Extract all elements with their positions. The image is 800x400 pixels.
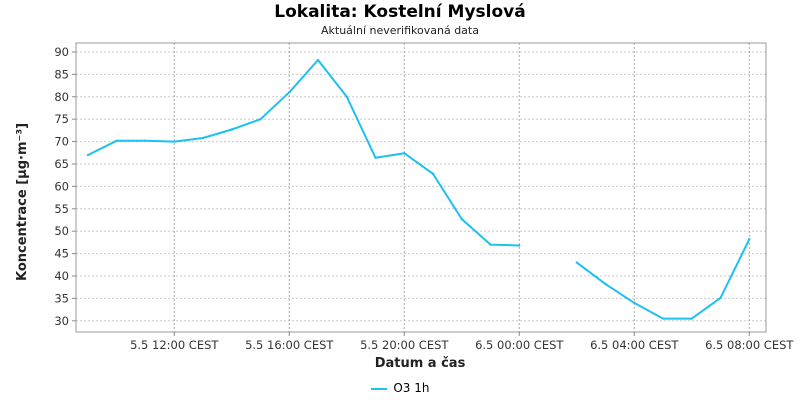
plot-area: [75, 42, 767, 333]
data-point: [604, 282, 607, 286]
y-tick-label: 70: [54, 135, 69, 149]
y-tick-label: 50: [54, 224, 69, 238]
legend-swatch: [370, 387, 387, 390]
data-point: [748, 238, 751, 241]
data-point: [259, 117, 262, 121]
x-tick-label: 6.5 08:00 CEST: [705, 338, 794, 352]
data-point: [288, 91, 291, 94]
legend-label: O3 1h: [393, 381, 430, 395]
series-line-o3: [87, 59, 520, 247]
data-point: [345, 95, 348, 98]
y-tick-label: 85: [54, 67, 69, 81]
data-point: [230, 128, 233, 131]
data-point: [86, 153, 90, 157]
data-point: [403, 152, 406, 155]
x-tick-label: 6.5 04:00 CEST: [590, 338, 679, 352]
y-tick-label: 65: [54, 157, 69, 171]
y-tick-label: 80: [54, 90, 69, 104]
y-tick-label: 40: [54, 269, 69, 283]
legend: O3 1h: [0, 381, 800, 395]
x-axis: 5.5 12:00 CEST 5.5 16:00 CEST 5.5 20:00 CE…: [130, 332, 794, 352]
x-tick-label: 5.5 20:00 CEST: [360, 338, 449, 352]
data-point: [575, 261, 578, 264]
chart-title: Lokalita: Kostelní Myslová: [274, 2, 526, 22]
x-tick-label: 5.5 16:00 CEST: [245, 338, 334, 352]
y-tick-label: 35: [54, 291, 69, 305]
data-point: [661, 317, 665, 320]
data-point: [316, 58, 320, 62]
data-point: [201, 136, 205, 140]
y-tick-label: 30: [54, 314, 69, 328]
data-point: [431, 172, 435, 176]
x-tick-label: 5.5 12:00 CEST: [130, 338, 219, 352]
y-tick-label: 60: [54, 179, 69, 193]
y-tick-label: 45: [54, 247, 69, 261]
y-axis: 30 35 40 45 50 55 60 65 70 75 80 85 90: [54, 45, 76, 328]
series-layer: [86, 58, 751, 320]
data-point: [374, 156, 377, 159]
data-point: [719, 296, 722, 300]
data-point: [690, 317, 693, 320]
y-tick-label: 90: [54, 45, 69, 59]
data-point: [115, 139, 118, 142]
data-point: [460, 217, 463, 221]
y-tick-label: 55: [54, 202, 69, 216]
series-line-o3: [576, 238, 751, 320]
x-tick-label: 6.5 00:00 CEST: [475, 338, 564, 352]
data-point: [489, 243, 492, 246]
data-point: [144, 139, 147, 142]
y-tick-label: 75: [54, 112, 69, 126]
data-point: [518, 244, 521, 247]
data-point: [633, 301, 636, 305]
x-axis-label: Datum a čas: [375, 356, 466, 371]
chart-subtitle: Aktuální neverifikovaná data: [321, 24, 479, 37]
grid-layer: [76, 43, 766, 332]
y-axis-label: Koncentrace [µg·m⁻³]: [15, 123, 30, 281]
data-point: [173, 140, 176, 143]
